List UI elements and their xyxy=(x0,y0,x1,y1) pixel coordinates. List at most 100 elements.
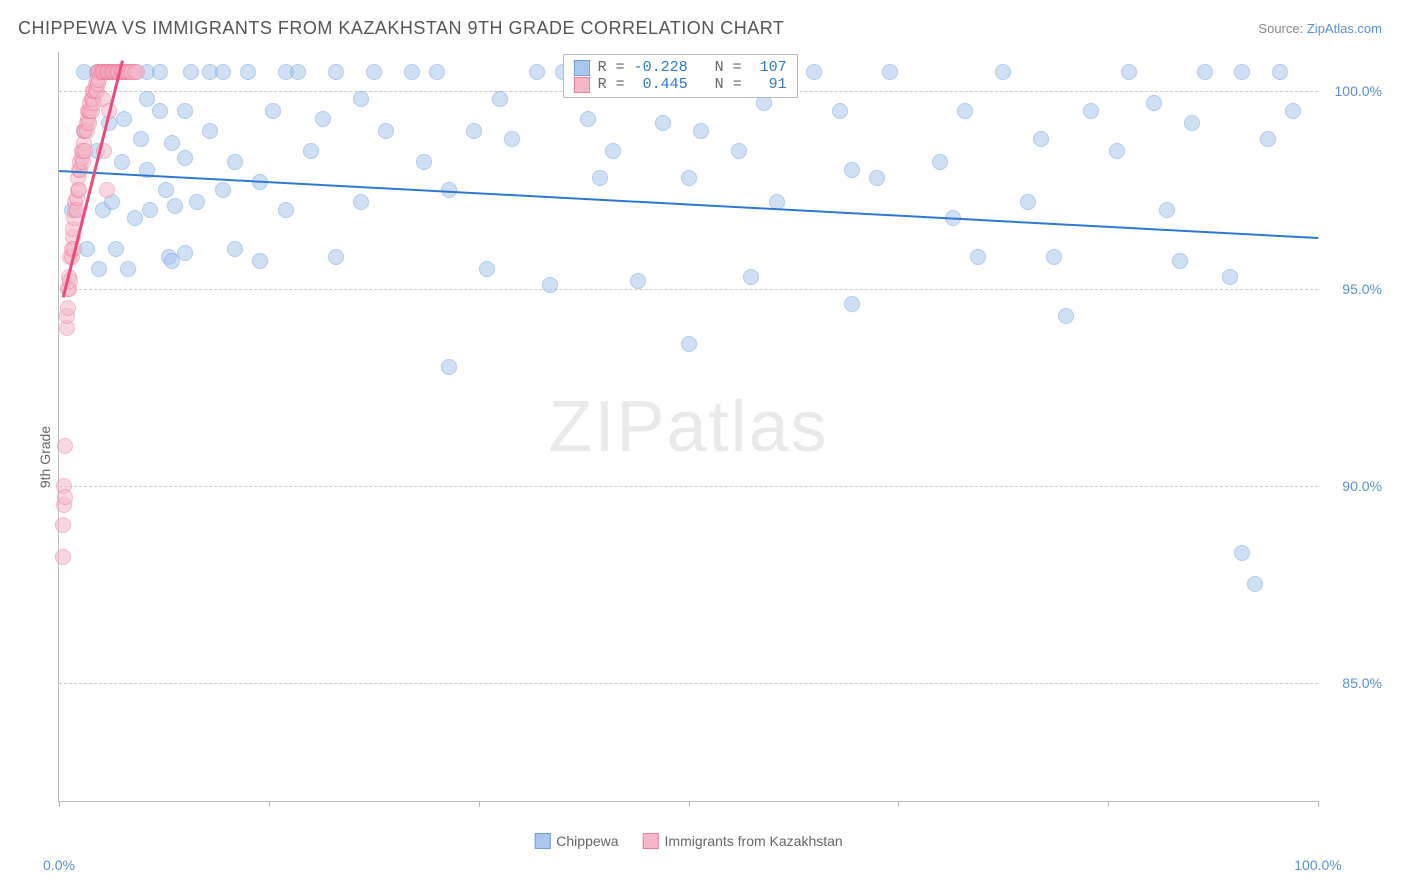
data-point xyxy=(215,182,231,198)
data-point xyxy=(743,269,759,285)
data-point xyxy=(429,64,445,80)
data-point xyxy=(1020,194,1036,210)
data-point xyxy=(630,273,646,289)
data-point xyxy=(1222,269,1238,285)
data-point xyxy=(479,261,495,277)
data-point xyxy=(1285,103,1301,119)
data-point xyxy=(114,154,130,170)
data-point xyxy=(1184,115,1200,131)
data-point xyxy=(55,549,71,565)
data-point xyxy=(77,143,93,159)
data-point xyxy=(416,154,432,170)
data-point xyxy=(129,64,145,80)
data-point xyxy=(158,182,174,198)
stats-legend-row: R = 0.445 N = 91 xyxy=(574,76,787,93)
data-point xyxy=(970,249,986,265)
y-tick-label: 95.0% xyxy=(1324,281,1382,297)
data-point xyxy=(932,154,948,170)
data-point xyxy=(995,64,1011,80)
data-point xyxy=(1234,545,1250,561)
legend-swatch xyxy=(643,833,659,849)
legend-swatch xyxy=(574,60,590,76)
data-point xyxy=(177,103,193,119)
data-point xyxy=(127,210,143,226)
data-point xyxy=(315,111,331,127)
legend-label: Immigrants from Kazakhstan xyxy=(665,833,843,849)
data-point xyxy=(108,241,124,257)
x-tick-label: 100.0% xyxy=(1294,857,1341,873)
data-point xyxy=(378,123,394,139)
gridline-h xyxy=(59,486,1318,487)
data-point xyxy=(1121,64,1137,80)
data-point xyxy=(366,64,382,80)
data-point xyxy=(957,103,973,119)
data-point xyxy=(1234,64,1250,80)
data-point xyxy=(133,131,149,147)
y-tick-label: 85.0% xyxy=(1324,675,1382,691)
legend-label: Chippewa xyxy=(556,833,618,849)
data-point xyxy=(152,103,168,119)
data-point xyxy=(328,249,344,265)
data-point xyxy=(542,277,558,293)
chart-title: CHIPPEWA VS IMMIGRANTS FROM KAZAKHSTAN 9… xyxy=(18,18,784,39)
legend-swatch xyxy=(574,77,590,93)
data-point xyxy=(183,64,199,80)
data-point xyxy=(116,111,132,127)
data-point xyxy=(1260,131,1276,147)
data-point xyxy=(655,115,671,131)
x-tick xyxy=(1108,801,1109,807)
data-point xyxy=(1083,103,1099,119)
data-point xyxy=(492,91,508,107)
x-tick-label: 0.0% xyxy=(43,857,75,873)
data-point xyxy=(1197,64,1213,80)
data-point xyxy=(99,182,115,198)
data-point xyxy=(328,64,344,80)
data-point xyxy=(693,123,709,139)
data-point xyxy=(278,202,294,218)
data-point xyxy=(504,131,520,147)
y-tick-label: 100.0% xyxy=(1324,83,1382,99)
data-point xyxy=(832,103,848,119)
data-point xyxy=(605,143,621,159)
source-label: Source: xyxy=(1258,21,1303,36)
source-attribution: Source: ZipAtlas.com xyxy=(1258,21,1382,36)
data-point xyxy=(844,296,860,312)
data-point xyxy=(265,103,281,119)
data-point xyxy=(1172,253,1188,269)
x-tick xyxy=(898,801,899,807)
data-point xyxy=(120,261,136,277)
data-point xyxy=(592,170,608,186)
data-point xyxy=(353,91,369,107)
stats-legend-text: R = -0.228 N = 107 xyxy=(598,59,787,76)
x-tick xyxy=(1318,801,1319,807)
x-tick xyxy=(689,801,690,807)
data-point xyxy=(441,359,457,375)
data-point xyxy=(290,64,306,80)
data-point xyxy=(303,143,319,159)
data-point xyxy=(164,135,180,151)
data-point xyxy=(177,150,193,166)
legend-item: Chippewa xyxy=(534,833,618,849)
data-point xyxy=(1046,249,1062,265)
scatter-plot: ZIPatlas 85.0%90.0%95.0%100.0%0.0%100.0%… xyxy=(58,52,1318,802)
data-point xyxy=(731,143,747,159)
data-point xyxy=(1058,308,1074,324)
source-link[interactable]: ZipAtlas.com xyxy=(1307,21,1382,36)
stats-legend-text: R = 0.445 N = 91 xyxy=(598,76,787,93)
data-point xyxy=(353,194,369,210)
data-point xyxy=(252,253,268,269)
series-legend: Chippewa Immigrants from Kazakhstan xyxy=(534,833,842,849)
x-tick xyxy=(59,801,60,807)
data-point xyxy=(1109,143,1125,159)
header: CHIPPEWA VS IMMIGRANTS FROM KAZAKHSTAN 9… xyxy=(0,0,1406,47)
data-point xyxy=(404,64,420,80)
data-point xyxy=(1272,64,1288,80)
y-tick-label: 90.0% xyxy=(1324,478,1382,494)
data-point xyxy=(681,170,697,186)
x-tick xyxy=(479,801,480,807)
data-point xyxy=(142,202,158,218)
legend-swatch xyxy=(534,833,550,849)
data-point xyxy=(844,162,860,178)
data-point xyxy=(55,517,71,533)
data-point xyxy=(529,64,545,80)
